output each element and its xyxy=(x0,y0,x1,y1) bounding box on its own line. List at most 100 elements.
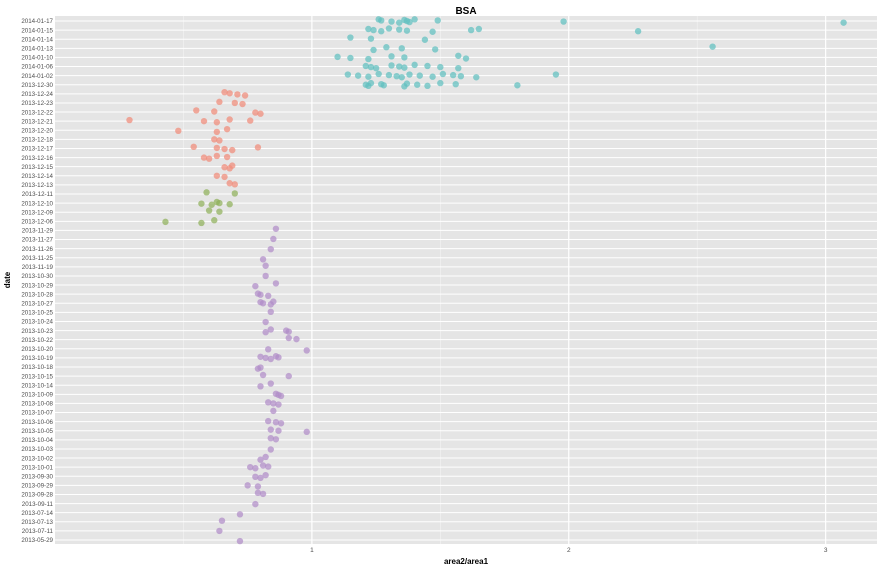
data-point xyxy=(634,28,642,35)
data-point xyxy=(398,45,405,52)
data-point xyxy=(383,44,390,51)
data-point xyxy=(216,137,223,144)
data-point xyxy=(198,219,205,227)
y-tick-label: 2013-10-27 xyxy=(21,300,53,307)
data-point xyxy=(252,500,259,508)
data-point xyxy=(437,63,444,71)
data-point xyxy=(267,446,274,453)
data-point xyxy=(347,54,354,62)
y-tick-label: 2013-10-02 xyxy=(21,455,53,462)
data-point xyxy=(231,190,239,197)
data-point xyxy=(234,91,241,98)
y-tick-label: 2014-01-06 xyxy=(21,64,53,71)
data-point xyxy=(267,326,274,333)
data-point xyxy=(388,62,395,69)
data-point xyxy=(411,61,418,69)
data-point xyxy=(216,208,223,215)
y-tick-label: 2013-12-18 xyxy=(21,137,53,144)
y-tick-label: 2013-10-04 xyxy=(21,437,53,444)
y-tick-labels: 2014-01-17 2014-01-15 2014-01-14 2014-01-13… xyxy=(21,18,53,544)
y-tick-label: 2013-09-28 xyxy=(21,492,53,499)
data-point xyxy=(267,380,274,387)
data-point xyxy=(252,282,259,290)
data-point xyxy=(257,110,264,117)
data-point xyxy=(362,62,370,70)
data-point xyxy=(231,181,239,188)
data-point xyxy=(401,54,408,61)
x-tick-labels: 1 2 3 xyxy=(310,547,828,554)
data-point xyxy=(270,400,277,407)
data-point xyxy=(380,82,387,89)
data-point xyxy=(257,456,264,463)
data-point xyxy=(385,25,393,32)
y-tick-label: 2013-11-19 xyxy=(22,264,54,271)
data-point xyxy=(267,434,274,442)
y-tick-label: 2014-01-02 xyxy=(21,73,53,80)
data-point xyxy=(257,353,264,360)
data-point xyxy=(272,418,280,426)
data-point xyxy=(467,26,475,34)
y-tick-label: 2013-11-27 xyxy=(22,237,54,244)
data-point xyxy=(452,80,459,88)
data-point xyxy=(262,272,269,280)
y-tick-label: 2013-10-19 xyxy=(21,355,53,362)
data-point xyxy=(216,199,223,207)
y-tick-label: 2013-12-22 xyxy=(21,109,53,116)
data-point xyxy=(367,79,375,87)
data-point xyxy=(411,16,418,23)
data-point xyxy=(434,17,441,24)
x-axis-label: area2/area1 xyxy=(444,557,489,566)
data-point xyxy=(211,108,218,115)
data-point xyxy=(372,64,380,72)
data-point xyxy=(223,153,231,161)
y-tick-label: 2013-10-01 xyxy=(21,464,53,471)
y-tick-label: 2013-12-10 xyxy=(21,200,53,207)
data-point xyxy=(218,517,226,524)
data-point xyxy=(388,53,395,60)
plot-panel xyxy=(55,16,877,544)
data-point xyxy=(398,74,405,81)
data-point xyxy=(367,63,375,71)
data-point xyxy=(275,354,282,361)
data-point xyxy=(221,88,228,96)
data-point xyxy=(262,354,269,362)
data-point xyxy=(259,462,267,469)
data-point xyxy=(236,537,244,545)
y-tick-label: 2013-12-15 xyxy=(21,164,53,171)
y-axis-label: date xyxy=(3,271,12,288)
data-point xyxy=(259,300,267,307)
data-point xyxy=(334,53,341,61)
data-point xyxy=(221,164,228,171)
data-point xyxy=(254,365,262,372)
data-point xyxy=(211,136,218,143)
y-tick-label: 2013-10-05 xyxy=(21,428,53,435)
data-point xyxy=(226,180,233,187)
y-tick-label: 2013-12-14 xyxy=(21,173,53,180)
data-point xyxy=(473,74,480,81)
y-tick-label: 2013-10-25 xyxy=(21,310,53,317)
data-point xyxy=(406,71,413,78)
y-tick-label: 2013-09-30 xyxy=(21,473,53,480)
data-point xyxy=(265,292,272,300)
x-tick-label: 2 xyxy=(567,547,571,554)
y-tick-label: 2013-10-20 xyxy=(21,346,53,353)
y-tick-label: 2013-12-30 xyxy=(21,82,53,89)
data-point xyxy=(190,143,197,151)
data-point xyxy=(455,64,462,72)
y-tick-label: 2013-10-03 xyxy=(21,446,53,453)
data-point xyxy=(221,173,228,181)
data-point xyxy=(403,80,411,87)
data-point xyxy=(259,256,267,263)
data-point xyxy=(437,79,444,87)
data-points xyxy=(126,16,847,545)
data-point xyxy=(393,72,400,80)
y-tick-label: 2013-10-30 xyxy=(21,273,53,280)
data-point xyxy=(205,155,213,162)
data-point xyxy=(162,218,169,226)
y-tick-label: 2013-10-18 xyxy=(21,364,53,371)
data-point xyxy=(257,383,264,390)
data-point xyxy=(252,473,259,481)
x-tick-label: 1 xyxy=(310,547,314,554)
data-point xyxy=(421,36,429,43)
data-point xyxy=(367,35,375,42)
